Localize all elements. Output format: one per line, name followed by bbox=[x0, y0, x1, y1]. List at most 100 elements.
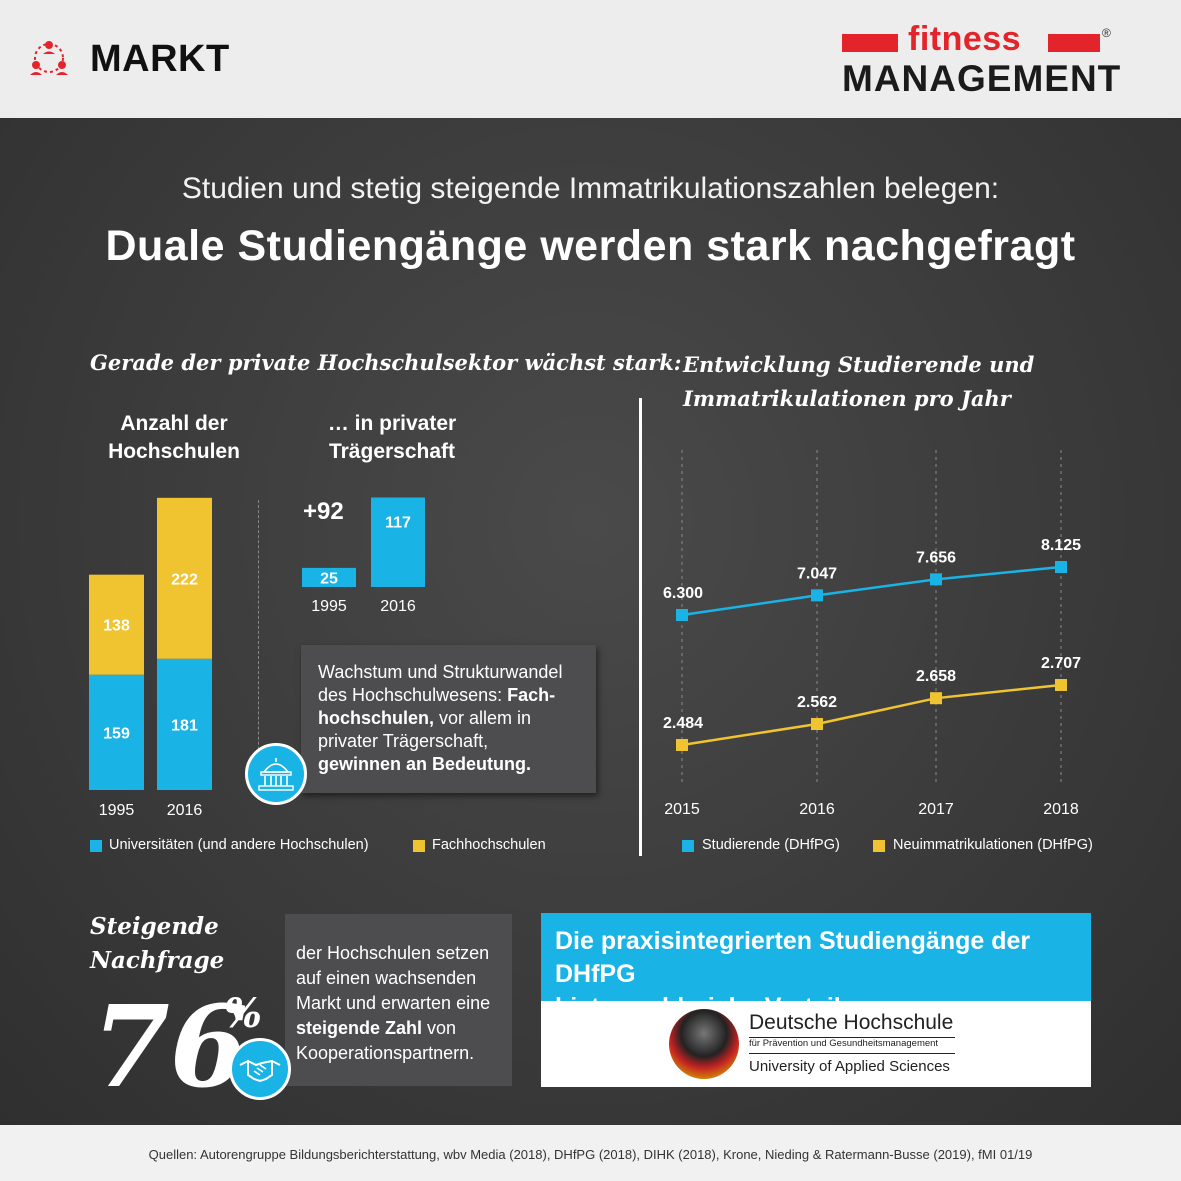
dhfpg-globe-logo bbox=[669, 1009, 739, 1079]
private-bar-1995 bbox=[302, 567, 356, 587]
dhfpg-name: Deutsche Hochschule bbox=[749, 1011, 954, 1034]
dhfpg-rule-top bbox=[749, 1037, 955, 1038]
line-point-marker bbox=[1055, 679, 1067, 691]
nach-line-5: Kooperationspartnern. bbox=[296, 1043, 475, 1063]
nachfrage-box-text: der Hochschulen setzen auf einen wachsen… bbox=[296, 941, 508, 1066]
nach-line-3: Markt und erwarten eine bbox=[296, 993, 491, 1013]
bar-1995-universities bbox=[89, 674, 144, 790]
nach-line-4-bold: steigende Zahl bbox=[296, 1018, 423, 1038]
line-point-value-label: 8.125 bbox=[1041, 537, 1081, 554]
line-point-value-label: 7.047 bbox=[797, 565, 837, 582]
right-heading-line1: Entwicklung Studierende und bbox=[683, 352, 1035, 377]
dhfpg-university: University of Applied Sciences bbox=[749, 1058, 950, 1075]
brand-word-fitness: fitness bbox=[908, 20, 1022, 58]
col2-heading: … in privater Trägerschaft bbox=[296, 410, 488, 466]
col1-heading: Anzahl der Hochschulen bbox=[90, 410, 258, 466]
brand-bar-right bbox=[1048, 34, 1100, 52]
info-line-2: des Hochschulwesens: bbox=[318, 685, 503, 705]
line-point-marker bbox=[930, 573, 942, 586]
nachfrage-box: der Hochschulen setzen auf einen wachsen… bbox=[285, 914, 512, 1086]
bar-2016-fachhochschulen bbox=[157, 497, 212, 659]
section-label: MARKT bbox=[90, 38, 230, 80]
legend-swatch-universities bbox=[90, 840, 102, 852]
legend-label-universities: Universitäten (und andere Hochschulen) bbox=[109, 837, 369, 853]
university-building-icon bbox=[245, 743, 307, 805]
private-x-tick-label: 2016 bbox=[380, 598, 416, 615]
line-x-tick-label: 2017 bbox=[918, 801, 954, 818]
legend-swatch-studierende bbox=[682, 840, 694, 852]
brand-bar-left bbox=[842, 34, 898, 52]
line-point-marker bbox=[811, 589, 823, 602]
line-point-marker bbox=[676, 609, 688, 621]
legend-swatch-fachhochschulen bbox=[413, 840, 425, 852]
bar-value-label: 222 bbox=[171, 571, 198, 588]
legend-swatch-neuimmatrikulationen bbox=[873, 840, 885, 852]
bar-value-label: 138 bbox=[103, 618, 130, 635]
private-x-tick-label: 1995 bbox=[311, 598, 347, 615]
nachfrage-line2: Nachfrage bbox=[90, 947, 225, 974]
line-point-marker bbox=[930, 692, 942, 705]
section-divider bbox=[639, 398, 642, 856]
info-line-4: privater Trägerschaft, bbox=[318, 731, 489, 751]
line-x-tick-label: 2016 bbox=[799, 801, 835, 818]
line-point-value-label: 2.707 bbox=[1041, 655, 1081, 672]
network-people-icon bbox=[30, 41, 68, 75]
info-line-2-bold: Fach- bbox=[507, 685, 556, 705]
info-line-5-bold: gewinnen an Bedeutung. bbox=[318, 754, 532, 774]
bar-2016-universities bbox=[157, 658, 212, 790]
dhfpg-box: Die praxisintegrierten Studiengänge der … bbox=[541, 913, 1091, 1087]
bar-1995-fachhochschulen bbox=[89, 574, 144, 675]
col2-heading-line2: Trägerschaft bbox=[328, 440, 456, 463]
left-section-heading: Gerade der private Hochschulsektor wächs… bbox=[90, 350, 682, 375]
legend-label-studierende: Studierende (DHfPG) bbox=[702, 837, 840, 853]
col2-heading-line1: … in privater bbox=[327, 412, 457, 435]
line-point-value-label: 6.300 bbox=[663, 585, 703, 602]
col1-heading-line1: Anzahl der bbox=[120, 412, 228, 435]
line-series-neuimmatrikulationen bbox=[681, 683, 1062, 747]
line-point-value-label: 2.562 bbox=[797, 694, 837, 711]
line-point-marker bbox=[676, 739, 688, 751]
private-bar-2016 bbox=[371, 497, 425, 587]
info-box: Wachstum und Strukturwandel des Hochschu… bbox=[301, 645, 596, 793]
line-point-value-label: 2.484 bbox=[663, 715, 703, 732]
percent-sign: % bbox=[224, 990, 263, 1037]
line-point-value-label: 7.656 bbox=[916, 549, 956, 566]
bar-value-label: 181 bbox=[171, 717, 198, 734]
line-x-tick-label: 2018 bbox=[1043, 801, 1079, 818]
big-percentage-number: 76 bbox=[92, 982, 248, 1113]
info-box-text: Wachstum und Strukturwandel des Hochschu… bbox=[318, 661, 588, 776]
nach-line-1: der Hochschulen setzen bbox=[296, 943, 490, 963]
brand-registered-mark: ® bbox=[1102, 26, 1111, 40]
line-series-studierende bbox=[681, 565, 1062, 617]
private-bar-chart: 25 1995 117 2016 bbox=[302, 497, 425, 615]
x-tick-label: 2016 bbox=[167, 802, 203, 819]
dhfpg-header: Die praxisintegrierten Studiengänge der … bbox=[541, 913, 1091, 1021]
col1-heading-line2: Hochschulen bbox=[108, 440, 240, 463]
handshake-icon bbox=[229, 1038, 291, 1100]
nach-line-2: auf einen wachsenden bbox=[296, 968, 477, 988]
dhfpg-header-text: Die praxisintegrierten Studiengänge der … bbox=[555, 925, 1085, 1024]
line-chart: 6.300 7.047 7.656 8.125 2.484 2.562 2.658 2.707… bbox=[663, 450, 1081, 818]
nachfrage-heading: Steigende Nachfrage bbox=[90, 910, 224, 978]
info-line-3-bold: hochschulen, bbox=[318, 708, 435, 728]
nachfrage-line1: Steigende bbox=[90, 913, 219, 940]
dhfpg-rule-bottom bbox=[749, 1053, 955, 1054]
increase-label: +92 bbox=[303, 498, 344, 525]
info-line-3: vor allem in bbox=[439, 708, 532, 728]
footer: Quellen: Autorengruppe Bildungsberichter… bbox=[0, 1125, 1181, 1181]
line-point-marker bbox=[811, 718, 823, 731]
nach-line-4: von bbox=[427, 1018, 457, 1038]
private-bar-value-label: 25 bbox=[320, 570, 338, 587]
line-point-value-label: 2.658 bbox=[916, 668, 956, 685]
stacked-bar-chart: 159 138 1995 181 222 2016 bbox=[89, 497, 212, 819]
page-title: Duale Studiengänge werden stark nachgefr… bbox=[105, 222, 1076, 270]
right-section-heading: Entwicklung Studierende und Immatrikulat… bbox=[683, 348, 1034, 416]
brand-word-management: MANAGEMENT bbox=[842, 58, 1122, 99]
footer-sources: Quellen: Autorengruppe Bildungsberichter… bbox=[148, 1147, 1033, 1162]
line-x-tick-label: 2015 bbox=[664, 801, 700, 818]
info-line-1: Wachstum und Strukturwandel bbox=[318, 662, 563, 682]
right-heading-line2: Immatrikulationen pro Jahr bbox=[683, 386, 1011, 411]
private-bar-value-label: 117 bbox=[385, 514, 411, 531]
x-tick-label: 1995 bbox=[99, 802, 135, 819]
page-subtitle: Studien und stetig steigende Immatrikula… bbox=[181, 172, 1000, 205]
